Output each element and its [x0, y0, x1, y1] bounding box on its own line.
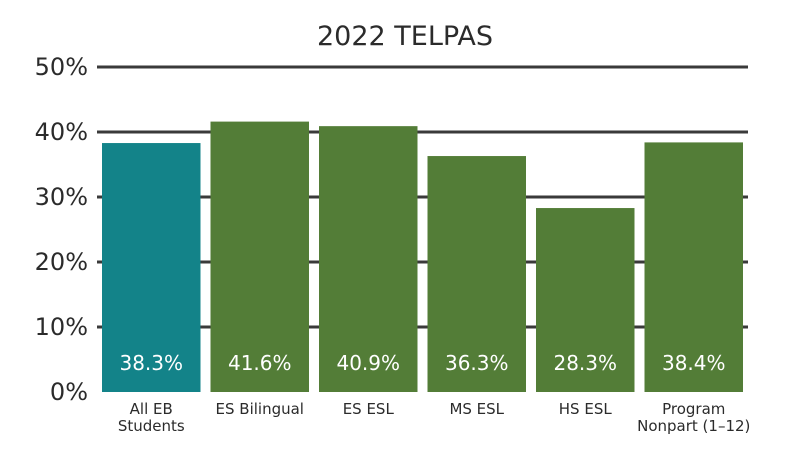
y-tick-label: 0%: [50, 378, 88, 406]
y-tick-label: 40%: [35, 118, 88, 146]
bar: [427, 156, 526, 392]
x-axis-ticks: All EB Students ES Bilingual ES ESL MS ESL HS…: [118, 400, 751, 435]
y-tick-label: 10%: [35, 313, 88, 341]
data-labels: 38.3% 41.6% 40.9% 36.3% 28.3% 38.4%: [119, 351, 725, 375]
y-tick-label: 30%: [35, 183, 88, 211]
x-tick-label: HS ESL: [559, 400, 613, 418]
gridlines: [97, 65, 748, 329]
data-label: 40.9%: [336, 351, 400, 375]
data-label: 28.3%: [553, 351, 617, 375]
data-label: 36.3%: [445, 351, 509, 375]
bar: [319, 126, 418, 393]
x-tick-label: All EB Students: [118, 400, 185, 435]
x-tick-label: Program Nonpart (1–12): [637, 400, 750, 435]
bar: [644, 142, 743, 392]
bar: [102, 143, 201, 392]
x-tick-label: ES Bilingual: [216, 400, 304, 418]
y-tick-label: 20%: [35, 248, 88, 276]
y-tick-label: 50%: [35, 53, 88, 81]
y-axis-ticks: 0% 10% 20% 30% 40% 50%: [35, 53, 88, 406]
x-tick-label: MS ESL: [449, 400, 504, 418]
data-label: 38.3%: [119, 351, 183, 375]
bar: [536, 208, 635, 392]
chart-title: 2022 TELPAS: [317, 21, 493, 52]
data-label: 41.6%: [228, 351, 292, 375]
x-tick-label: ES ESL: [343, 400, 395, 418]
data-label: 38.4%: [662, 351, 726, 375]
bar: [210, 121, 309, 392]
bars: [102, 121, 743, 393]
